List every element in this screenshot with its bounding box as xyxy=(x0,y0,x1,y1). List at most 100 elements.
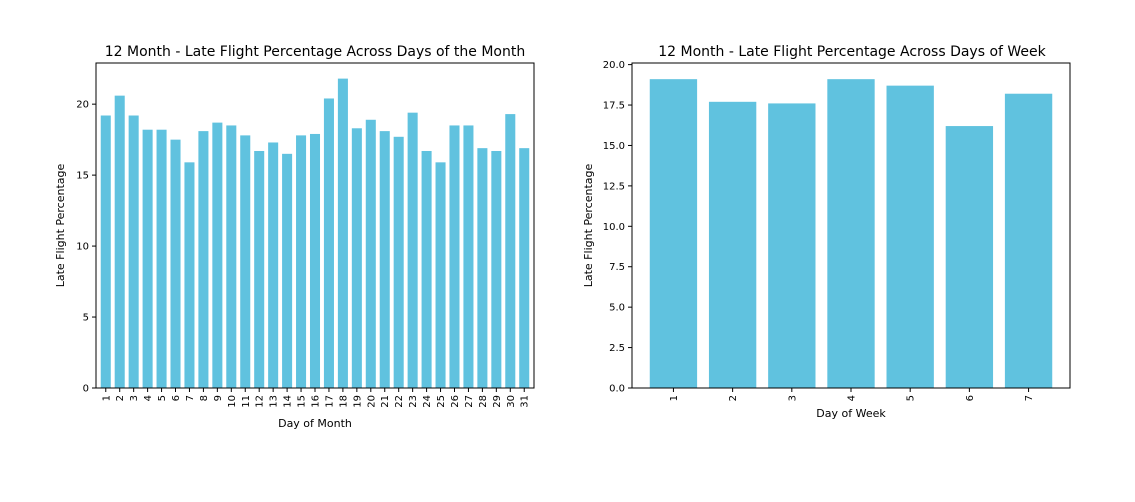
bar-29 xyxy=(491,150,502,388)
y-tick-label: 0.0 xyxy=(609,384,625,395)
plot-frame xyxy=(631,62,1071,389)
x-tick-label: 14 xyxy=(283,395,294,408)
bar-5 xyxy=(886,85,934,388)
plot-frame xyxy=(95,62,535,389)
x-tick-label: 27 xyxy=(464,395,475,408)
y-tick-label: 20.0 xyxy=(603,60,625,71)
bar-2 xyxy=(114,95,125,388)
bar-18 xyxy=(337,78,348,389)
bar-28 xyxy=(477,148,488,388)
x-tick-label: 9 xyxy=(213,395,224,401)
x-tick-label: 7 xyxy=(185,395,196,401)
bar-1 xyxy=(649,79,698,389)
y-tick-label: 15 xyxy=(76,171,89,182)
chart-days-of-month: 12 Month - Late Flight Percentage Across… xyxy=(54,44,535,430)
bar-4 xyxy=(827,79,875,389)
x-axis-ticks: 1 2 3 4 5 6 7 xyxy=(669,388,1035,401)
bar-7 xyxy=(1004,93,1053,388)
y-tick-label: 0 xyxy=(83,384,89,395)
bar-8 xyxy=(198,131,209,388)
bar-24 xyxy=(421,150,432,388)
bar-31 xyxy=(519,148,530,388)
x-axis-label: Day of Month xyxy=(278,417,352,430)
x-axis-ticks: 1 2 3 4 5 6 7 8 9 10 11 12 13 14 15 16 17 18 19 20 21 22 23 24 2… xyxy=(101,388,531,408)
x-axis-label: Day of Week xyxy=(816,407,886,420)
bar-15 xyxy=(296,135,307,388)
bar-series xyxy=(100,78,530,389)
x-tick-label: 5 xyxy=(906,395,917,401)
bar-6 xyxy=(170,139,181,388)
x-tick-label: 4 xyxy=(847,395,858,401)
bar-27 xyxy=(463,125,474,388)
x-tick-label: 25 xyxy=(436,395,447,408)
x-tick-label: 17 xyxy=(324,395,335,408)
x-tick-label: 5 xyxy=(157,395,168,401)
bar-14 xyxy=(282,153,293,388)
y-tick-label: 20 xyxy=(76,100,89,111)
x-tick-label: 26 xyxy=(450,395,461,408)
bar-4 xyxy=(142,129,153,388)
bar-13 xyxy=(268,142,279,388)
x-tick-label: 4 xyxy=(143,395,154,401)
bar-9 xyxy=(212,122,223,389)
x-tick-label: 15 xyxy=(297,395,308,408)
y-tick-label: 5 xyxy=(83,313,89,324)
y-tick-label: 12.5 xyxy=(603,181,625,192)
bar-3 xyxy=(128,115,139,388)
chart-title: 12 Month - Late Flight Percentage Across… xyxy=(658,44,1046,60)
x-tick-label: 8 xyxy=(199,395,210,401)
bar-7 xyxy=(184,162,195,388)
y-tick-label: 10.0 xyxy=(603,222,625,233)
y-tick-label: 17.5 xyxy=(603,101,625,112)
x-tick-label: 16 xyxy=(311,395,322,408)
y-tick-label: 2.5 xyxy=(609,343,625,354)
x-tick-label: 6 xyxy=(171,395,182,401)
y-tick-label: 7.5 xyxy=(609,262,625,273)
bar-5 xyxy=(156,129,167,388)
x-tick-label: 22 xyxy=(394,395,405,408)
y-axis-label: Late Flight Percentage xyxy=(582,164,595,288)
bar-10 xyxy=(226,125,237,388)
bar-25 xyxy=(435,162,446,388)
x-tick-label: 24 xyxy=(422,395,433,408)
bar-19 xyxy=(351,128,362,388)
x-tick-label: 7 xyxy=(1024,395,1035,401)
y-axis-label: Late Flight Percentage xyxy=(54,164,67,288)
x-tick-label: 1 xyxy=(101,395,112,401)
bar-30 xyxy=(505,114,516,388)
y-tick-label: 15.0 xyxy=(603,141,625,152)
x-tick-label: 30 xyxy=(506,395,517,408)
bar-20 xyxy=(365,119,376,389)
bar-26 xyxy=(449,125,460,388)
bar-2 xyxy=(708,101,757,388)
y-axis-ticks: 0.0 2.5 5.0 7.5 10.0 12.5 15.0 17.5 20.0 xyxy=(603,60,632,395)
bar-1 xyxy=(100,115,111,388)
bar-23 xyxy=(407,112,418,389)
bar-16 xyxy=(309,133,321,388)
bar-17 xyxy=(323,98,334,388)
chart-days-of-week: 12 Month - Late Flight Percentage Across… xyxy=(582,44,1071,420)
x-tick-label: 23 xyxy=(408,395,419,408)
x-tick-label: 2 xyxy=(728,395,739,401)
y-tick-label: 5.0 xyxy=(609,303,625,314)
x-tick-label: 3 xyxy=(129,395,140,401)
x-tick-label: 13 xyxy=(269,395,280,408)
x-tick-label: 2 xyxy=(115,395,126,401)
x-tick-label: 1 xyxy=(669,395,680,401)
x-tick-label: 11 xyxy=(241,395,252,408)
bar-22 xyxy=(393,136,404,388)
x-tick-label: 31 xyxy=(520,395,531,408)
x-tick-label: 3 xyxy=(787,395,798,401)
bar-12 xyxy=(254,150,265,388)
x-tick-label: 19 xyxy=(352,395,363,408)
x-tick-label: 10 xyxy=(227,395,238,408)
x-tick-label: 21 xyxy=(380,395,391,408)
y-axis-ticks: 0 5 10 15 20 xyxy=(76,100,96,395)
x-tick-label: 12 xyxy=(255,395,266,408)
bar-11 xyxy=(240,135,251,388)
x-tick-label: 18 xyxy=(338,395,349,408)
chart-title: 12 Month - Late Flight Percentage Across… xyxy=(105,44,526,60)
bar-21 xyxy=(379,131,390,388)
x-tick-label: 6 xyxy=(965,395,976,401)
